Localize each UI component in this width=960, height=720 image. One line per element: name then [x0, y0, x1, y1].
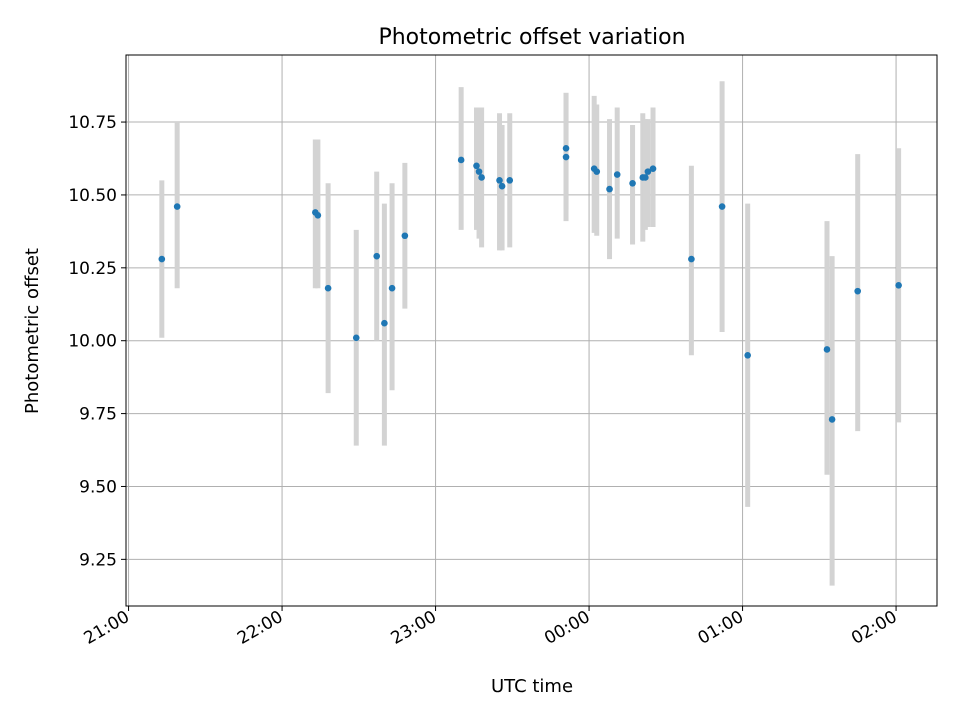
- data-point: [314, 212, 322, 219]
- data-point: [475, 168, 483, 175]
- data-point: [473, 162, 480, 170]
- data-point: [173, 203, 181, 210]
- y-tick-label: 10.75: [68, 113, 117, 133]
- data-point: [744, 351, 751, 359]
- chart-title: Photometric offset variation: [378, 25, 685, 50]
- grid-lines: [126, 55, 937, 606]
- y-tick-label: 9.25: [79, 550, 117, 570]
- data-point: [562, 153, 570, 161]
- data-point: [649, 165, 657, 172]
- data-point: [823, 346, 831, 353]
- data-points: [158, 144, 902, 423]
- data-point: [688, 255, 695, 263]
- data-point: [895, 282, 902, 289]
- data-point: [498, 182, 506, 190]
- data-point: [828, 416, 836, 423]
- data-point: [629, 179, 636, 187]
- y-tick-label: 9.75: [79, 405, 117, 425]
- y-tick-label: 10.00: [68, 332, 117, 352]
- data-point: [352, 334, 360, 342]
- x-axis-label: UTC time: [491, 676, 573, 697]
- data-point: [457, 156, 465, 164]
- y-tick-label: 10.25: [68, 259, 117, 279]
- data-point: [388, 284, 396, 292]
- data-point: [593, 168, 601, 175]
- data-point: [606, 185, 613, 193]
- data-point: [324, 284, 332, 292]
- data-point: [642, 174, 649, 181]
- plot-area-frame: [125, 54, 938, 607]
- y-tick-label: 9.50: [79, 477, 117, 497]
- data-point: [613, 171, 621, 178]
- y-tick-label: 10.50: [68, 186, 117, 206]
- data-point: [644, 168, 652, 175]
- data-point: [158, 255, 166, 263]
- data-point: [854, 287, 861, 295]
- data-point: [562, 144, 570, 152]
- y-axis-label: Photometric offset: [22, 248, 43, 414]
- data-point: [381, 319, 388, 327]
- data-point: [496, 177, 503, 184]
- data-point: [506, 177, 514, 184]
- data-point: [401, 232, 409, 240]
- data-point: [718, 203, 726, 210]
- data-point: [373, 252, 381, 260]
- data-point: [478, 174, 485, 181]
